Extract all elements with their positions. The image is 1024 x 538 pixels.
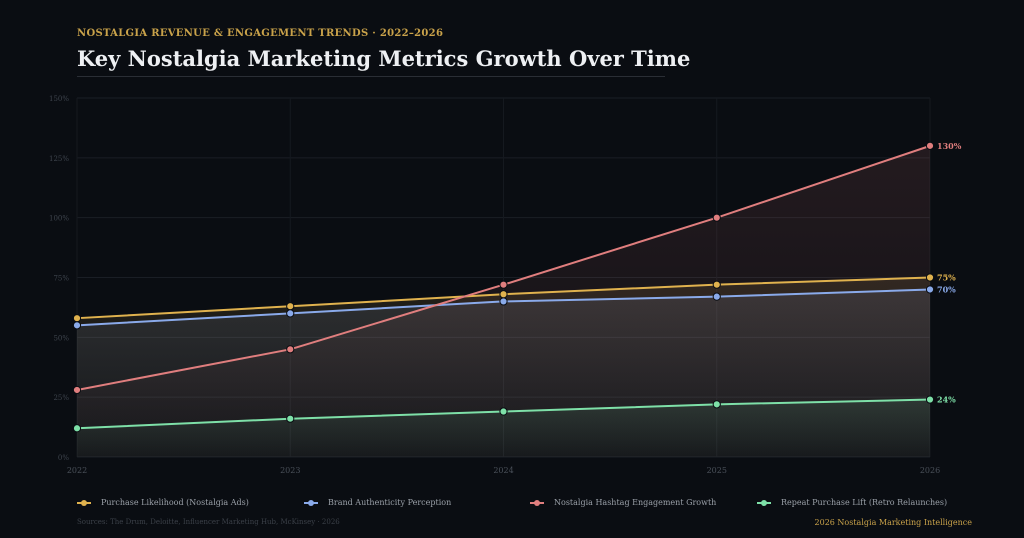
data-point (712, 213, 721, 222)
y-tick-label: 0% (58, 454, 69, 462)
x-tick-label: 2026 (920, 466, 940, 475)
data-point (712, 400, 721, 409)
data-point (72, 424, 82, 433)
data-point (925, 273, 935, 282)
y-tick-label: 50% (53, 334, 69, 342)
chart-legend: Purchase Likelihood (Nostalgia Ads) Brand… (0, 498, 1024, 512)
legend-label: Purchase Likelihood (Nostalgia Ads) (101, 498, 249, 507)
series-area (77, 399, 930, 457)
x-tick-label: 2023 (280, 466, 300, 475)
data-point (286, 309, 295, 318)
y-tick-label: 150% (49, 95, 69, 103)
legend-label: Repeat Purchase Lift (Retro Relaunches) (781, 498, 948, 507)
legend-marker (308, 499, 314, 506)
x-tick-label: 2025 (707, 466, 727, 475)
data-point (499, 297, 508, 306)
legend-item: Repeat Purchase Lift (Retro Relaunches) (757, 498, 947, 507)
data-point (72, 314, 82, 323)
data-point (925, 395, 935, 404)
end-value-label: 130% (937, 141, 962, 151)
legend-label: Nostalgia Hashtag Engagement Growth (554, 498, 717, 507)
y-tick-label: 75% (53, 275, 69, 283)
end-value-label: 75% (937, 273, 956, 283)
chart-title: Key Nostalgia Marketing Metrics Growth O… (77, 46, 691, 71)
legend-swatch (757, 499, 771, 506)
chart-kicker: NOSTALGIA REVENUE & ENGAGEMENT TRENDS · … (77, 28, 444, 39)
legend-item: Nostalgia Hashtag Engagement Growth (530, 498, 716, 507)
brand-credit: 2026 Nostalgia Marketing Intelligence (814, 518, 972, 527)
data-point (925, 285, 935, 294)
x-tick-label: 2022 (67, 466, 87, 475)
end-value-label: 24% (937, 395, 956, 405)
legend-label: Brand Authenticity Perception (328, 498, 452, 507)
legend-item: Purchase Likelihood (Nostalgia Ads) (77, 498, 249, 507)
legend-swatch (530, 499, 544, 506)
data-point (499, 290, 508, 299)
data-point (286, 302, 295, 311)
y-tick-label: 125% (49, 155, 69, 163)
data-point (712, 280, 721, 289)
data-point (72, 321, 82, 330)
title-divider (77, 76, 665, 77)
y-tick-label: 100% (49, 215, 69, 223)
sources-note: Sources: The Drum, Deloitte, Influencer … (77, 518, 340, 526)
legend-item: Brand Authenticity Perception (304, 498, 451, 507)
legend-marker (81, 499, 87, 506)
legend-marker (534, 499, 540, 506)
data-point (712, 292, 721, 301)
data-point (499, 280, 508, 289)
data-point (286, 414, 295, 423)
y-tick-label: 25% (53, 394, 69, 402)
x-tick-label: 2024 (493, 466, 513, 475)
legend-swatch (304, 499, 318, 506)
legend-marker (761, 499, 767, 506)
legend-swatch (77, 499, 91, 506)
data-point (925, 141, 935, 150)
data-point (499, 407, 508, 416)
data-point (286, 345, 295, 354)
end-value-label: 70% (937, 284, 956, 294)
data-point (72, 385, 82, 395)
